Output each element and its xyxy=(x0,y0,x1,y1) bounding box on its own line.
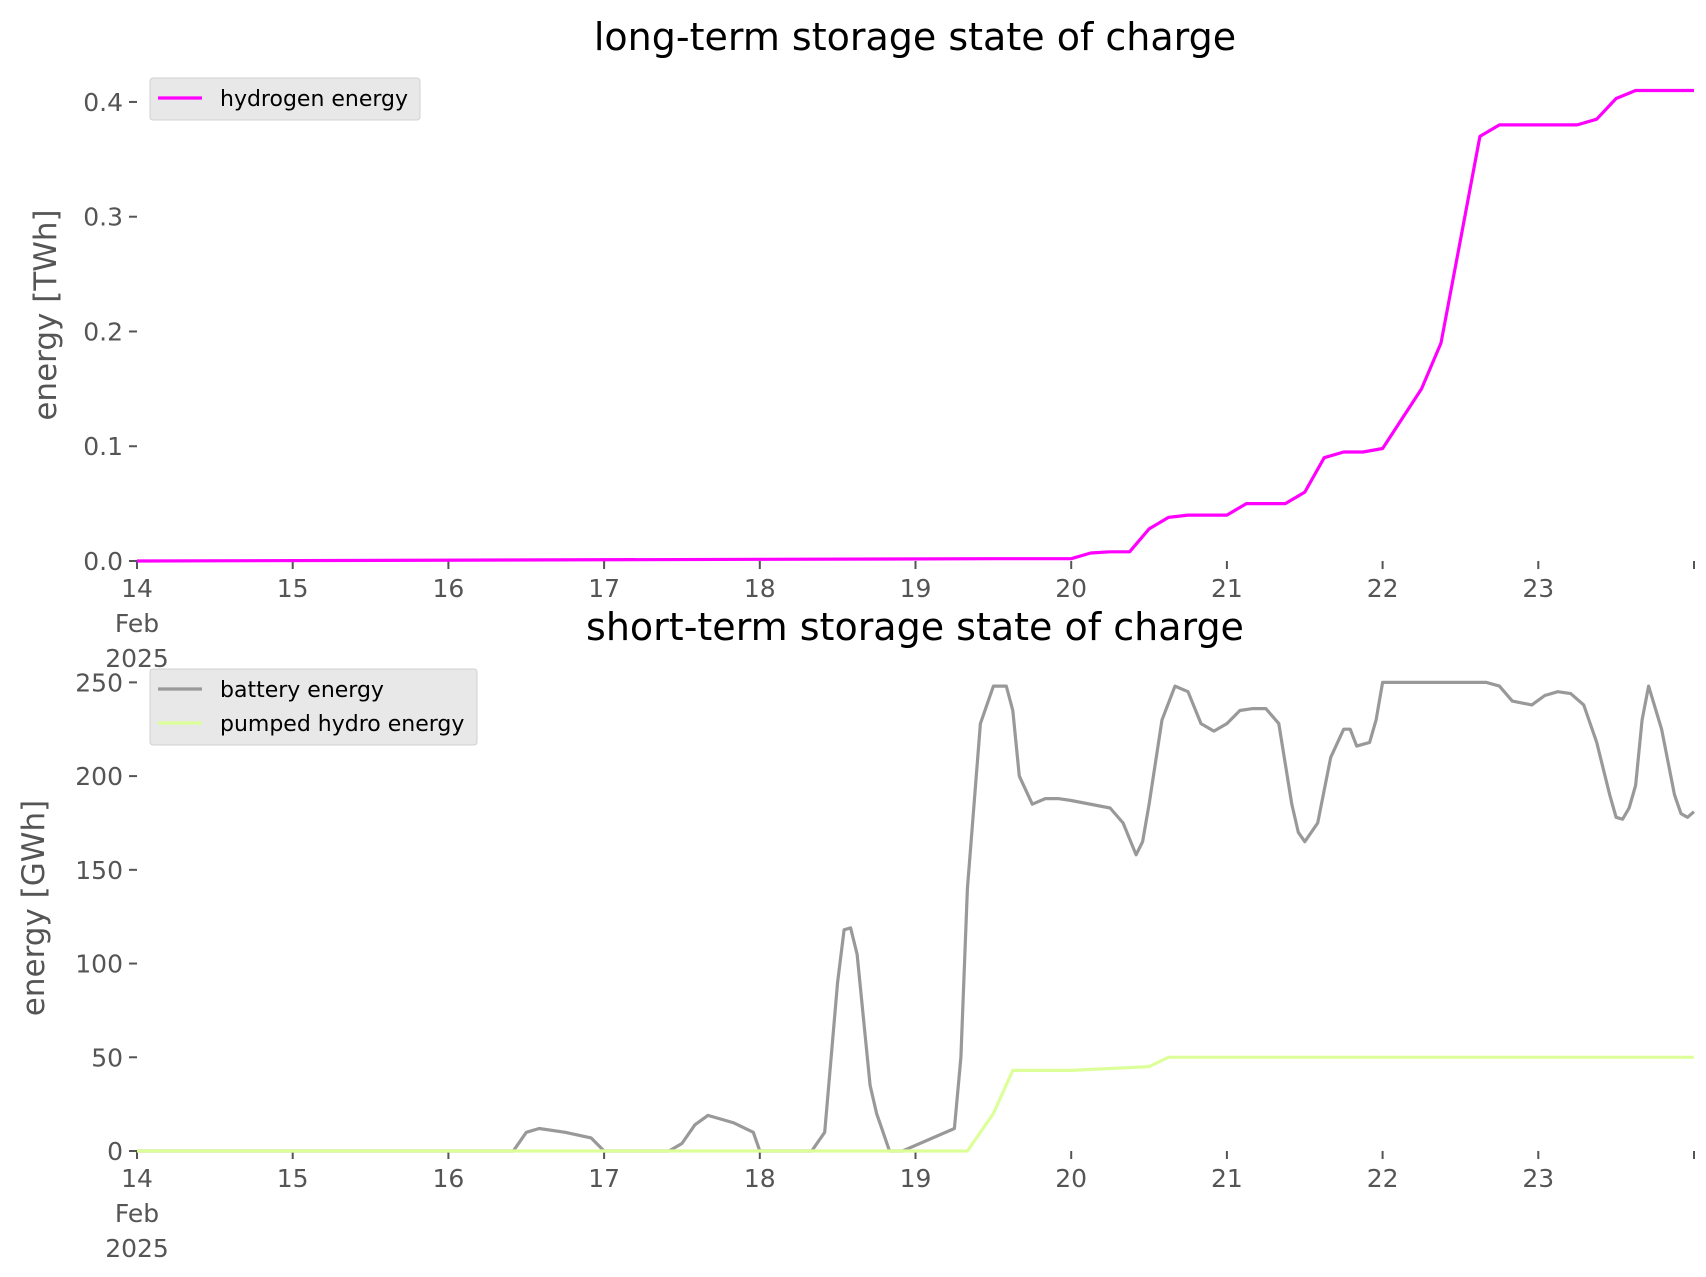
legend-box xyxy=(149,668,478,746)
x-tick-label: 21 xyxy=(1211,1164,1243,1193)
x-tick-label: Feb xyxy=(115,609,159,638)
x-tick-label: 20 xyxy=(1055,574,1087,603)
series-line-hydrogen-energy xyxy=(136,88,1694,563)
y-tick-label: 0.2 xyxy=(83,317,123,346)
legend-label: battery energy xyxy=(220,678,384,703)
series-line-pumped-hydro-energy xyxy=(137,1055,1694,1153)
x-tick-label: 14 xyxy=(121,574,153,603)
x-tick-label: 19 xyxy=(900,574,932,603)
x-tick-label: 22 xyxy=(1367,1164,1399,1193)
x-tick-label: 2025 xyxy=(105,644,169,673)
x-tick-label: 21 xyxy=(1211,574,1243,603)
plot-area xyxy=(137,680,1696,1153)
y-tick-label: 0.1 xyxy=(83,432,123,461)
long-term-storage-chart: long-term storage state of charge energy… xyxy=(28,15,1695,673)
x-tick-label: 18 xyxy=(744,1164,776,1193)
y-tick-label: 100 xyxy=(75,950,123,979)
y-axis-label: energy [GWh] xyxy=(16,800,52,1016)
legend-label: pumped hydro energy xyxy=(220,712,464,737)
y-axis: 0.0 0.1 0.2 0.3 0.4 xyxy=(83,88,137,576)
y-axis: 0 50 100 150 200 250 xyxy=(75,668,137,1166)
x-tick-label: 23 xyxy=(1522,574,1554,603)
y-tick-label: 150 xyxy=(75,856,123,885)
x-tick-label: 18 xyxy=(744,574,776,603)
chart-title: short-term storage state of charge xyxy=(586,605,1244,649)
x-tick-label: 17 xyxy=(588,1164,620,1193)
y-tick-label: 0.4 xyxy=(83,88,123,117)
x-tick-label: Feb xyxy=(115,1199,159,1228)
short-term-storage-chart: short-term storage state of charge energ… xyxy=(16,605,1696,1263)
x-axis: 14 Feb 2025 15 16 17 18 19 20 21 22 23 xyxy=(105,1151,1695,1263)
x-tick-label: 14 xyxy=(121,1164,153,1193)
x-tick-label: 22 xyxy=(1367,574,1399,603)
x-tick-label: 2025 xyxy=(105,1234,169,1263)
x-tick-label: 15 xyxy=(277,1164,309,1193)
y-axis-label: energy [TWh] xyxy=(28,209,64,420)
chart-title: long-term storage state of charge xyxy=(594,15,1236,59)
y-tick-label: 50 xyxy=(91,1043,123,1072)
y-tick-label: 0 xyxy=(107,1137,123,1166)
plot-area xyxy=(136,88,1694,563)
legend-label: hydrogen energy xyxy=(220,87,408,112)
y-tick-label: 200 xyxy=(75,762,123,791)
legend: hydrogen energy xyxy=(149,77,421,121)
y-tick-label: 250 xyxy=(75,668,123,697)
x-tick-label: 15 xyxy=(277,574,309,603)
x-tick-label: 19 xyxy=(900,1164,932,1193)
legend: battery energy pumped hydro energy xyxy=(149,668,478,746)
x-tick-label: 17 xyxy=(588,574,620,603)
x-tick-label: 20 xyxy=(1055,1164,1087,1193)
x-tick-label: 16 xyxy=(432,574,464,603)
y-tick-label: 0.0 xyxy=(83,547,123,576)
series-line-battery-energy xyxy=(137,680,1696,1153)
legend-box xyxy=(149,77,421,121)
x-tick-label: 23 xyxy=(1522,1164,1554,1193)
x-tick-label: 16 xyxy=(432,1164,464,1193)
y-tick-label: 0.3 xyxy=(83,203,123,232)
x-axis: 14 Feb 2025 15 16 17 18 19 20 21 22 23 xyxy=(105,561,1695,673)
